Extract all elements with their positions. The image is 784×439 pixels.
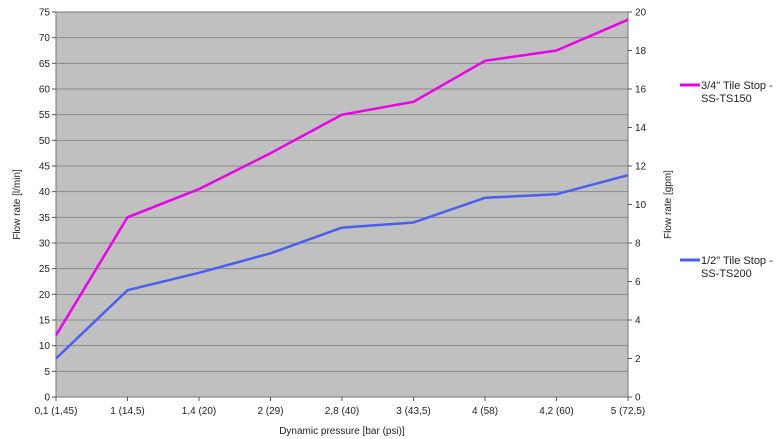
y2-tick-label: 20 bbox=[635, 8, 647, 19]
y-tick-label: 60 bbox=[39, 85, 51, 96]
y-axis-right-ticks: 0 2 4 6 8 10 12 14 16 18 20 bbox=[628, 8, 647, 404]
x-axis-title: Dynamic pressure [bar (psi)] bbox=[279, 426, 405, 437]
y-tick-label: 55 bbox=[39, 110, 51, 121]
y-tick-label: 25 bbox=[39, 264, 51, 275]
y-tick-label: 45 bbox=[39, 162, 51, 173]
y-axis-right-title: Flow rate [gpm] bbox=[663, 170, 674, 239]
x-axis-ticks: 0,1 (1,45) 1 (14,5) 1,4 (20) 2 (29) 2,8 (40)… bbox=[35, 397, 645, 417]
y-axis-left-ticks: 0 5 10 15 20 25 30 35 40 45 50 55 60 65 70 75 bbox=[39, 8, 56, 404]
y-tick-label: 65 bbox=[39, 59, 51, 70]
y2-tick-label: 0 bbox=[635, 393, 641, 404]
y-tick-label: 5 bbox=[44, 367, 50, 378]
y2-tick-label: 18 bbox=[635, 46, 647, 57]
y-tick-label: 0 bbox=[44, 393, 50, 404]
y-tick-label: 40 bbox=[39, 187, 51, 198]
y2-tick-label: 4 bbox=[635, 316, 641, 327]
gridlines bbox=[55, 11, 629, 398]
y-tick-label: 10 bbox=[39, 341, 51, 352]
x-tick-label: 0,1 (1,45) bbox=[35, 406, 78, 417]
y-tick-label: 75 bbox=[39, 8, 51, 19]
x-tick-label: 2 (29) bbox=[257, 406, 283, 417]
y2-tick-label: 14 bbox=[635, 123, 647, 134]
x-tick-label: 1 (14,5) bbox=[110, 406, 144, 417]
series-line-1 bbox=[54, 18, 629, 337]
y-tick-label: 50 bbox=[39, 136, 51, 147]
legend-label-1: 3/4" Tile Stop -SS-TS150 bbox=[701, 80, 773, 105]
y-tick-label: 20 bbox=[39, 290, 51, 301]
y2-tick-label: 12 bbox=[635, 162, 647, 173]
y-tick-label: 70 bbox=[39, 33, 51, 44]
legend: 3/4" Tile Stop -SS-TS150 1/2" Tile Stop -… bbox=[680, 80, 773, 280]
y-tick-label: 30 bbox=[39, 239, 51, 250]
plot-area bbox=[56, 12, 628, 397]
y2-tick-label: 10 bbox=[635, 200, 647, 211]
x-tick-label: 5 (72,5) bbox=[611, 406, 645, 417]
y2-tick-label: 8 bbox=[635, 239, 641, 250]
y2-tick-label: 6 bbox=[635, 277, 641, 288]
y-tick-label: 15 bbox=[39, 316, 51, 327]
y2-tick-label: 2 bbox=[635, 354, 641, 365]
series-line-2 bbox=[55, 173, 629, 360]
x-tick-label: 4 (58) bbox=[472, 406, 498, 417]
y-axis-left-title: Flow rate [l/min] bbox=[12, 169, 23, 240]
series-lines bbox=[54, 18, 629, 360]
y2-tick-label: 16 bbox=[635, 85, 647, 96]
x-tick-label: 4,2 (60) bbox=[539, 406, 573, 417]
x-tick-label: 2,8 (40) bbox=[325, 406, 359, 417]
x-tick-label: 1,4 (20) bbox=[182, 406, 216, 417]
x-tick-label: 3 (43,5) bbox=[396, 406, 430, 417]
y-tick-label: 35 bbox=[39, 213, 51, 224]
legend-label-2: 1/2" Tile Stop -SS-TS200 bbox=[701, 255, 773, 280]
